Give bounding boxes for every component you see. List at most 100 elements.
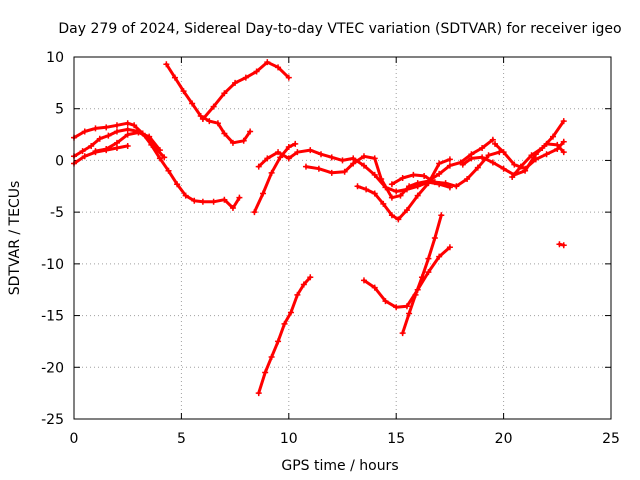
data-point	[285, 155, 292, 162]
data-point	[436, 160, 443, 167]
data-point	[500, 149, 507, 156]
data-point	[436, 253, 443, 260]
data-point	[485, 152, 492, 159]
series-line	[257, 275, 312, 395]
data-point	[275, 149, 282, 156]
data-point	[251, 209, 258, 216]
data-point	[532, 156, 539, 163]
data-point	[560, 242, 567, 249]
series-arc-10	[354, 156, 453, 223]
x-tick-label: 10	[280, 431, 298, 447]
series-line	[72, 121, 241, 210]
data-point	[403, 303, 410, 310]
data-point	[163, 61, 170, 68]
series-arc-5	[163, 61, 254, 146]
data-point	[156, 147, 163, 154]
data-point	[277, 154, 284, 161]
data-point	[255, 163, 262, 170]
data-point	[425, 180, 432, 187]
data-point	[268, 169, 275, 176]
data-point	[81, 153, 88, 160]
series-arc-1	[71, 120, 243, 212]
data-point	[229, 205, 236, 212]
chart-title: Day 279 of 2024, Sidereal Day-to-day VTE…	[58, 21, 621, 37]
data-point	[371, 155, 378, 162]
y-tick-label: 10	[46, 50, 64, 66]
data-point	[236, 194, 243, 201]
data-point	[275, 338, 282, 345]
data-point	[264, 155, 271, 162]
data-point	[264, 59, 271, 66]
data-point	[425, 269, 432, 276]
data-point	[382, 298, 389, 305]
data-point	[543, 151, 550, 158]
data-point	[414, 180, 421, 187]
data-point	[328, 154, 335, 161]
data-point	[438, 212, 445, 219]
data-point	[113, 128, 120, 135]
y-tick-label: -5	[50, 205, 64, 221]
data-point	[560, 149, 567, 156]
data-point	[307, 274, 314, 281]
data-point	[105, 132, 112, 139]
axis-ticks: 0 5 10 15 20 25 10 5 0 -5 -10 -15 -20 -25	[41, 50, 620, 447]
x-axis-label: GPS time / hours	[281, 458, 398, 474]
data-point	[221, 196, 228, 203]
data-point	[388, 181, 395, 188]
data-point	[421, 172, 428, 179]
data-point	[500, 165, 507, 172]
data-point	[292, 140, 299, 147]
series-arc-18	[556, 241, 567, 249]
data-point	[307, 147, 314, 154]
data-point	[511, 161, 518, 168]
data-point	[124, 120, 131, 127]
series-line	[201, 60, 291, 121]
data-point	[453, 183, 460, 190]
data-point	[300, 281, 307, 288]
series-arc-3	[71, 142, 131, 167]
data-point	[479, 145, 486, 152]
data-point	[287, 309, 294, 316]
data-point	[214, 120, 221, 127]
data-point	[294, 149, 301, 156]
data-point	[528, 152, 535, 159]
data-point	[165, 167, 172, 174]
data-point	[380, 200, 387, 207]
data-point	[363, 186, 370, 193]
data-point	[124, 126, 131, 133]
data-point	[135, 129, 142, 136]
series-line	[304, 138, 495, 200]
data-point	[240, 137, 247, 144]
data-point	[103, 124, 110, 131]
data-point	[489, 136, 496, 143]
data-point	[247, 128, 254, 135]
data-point	[302, 163, 309, 170]
data-point	[182, 192, 189, 199]
data-point	[339, 157, 346, 164]
data-point	[146, 133, 153, 140]
data-point	[341, 168, 348, 175]
data-point	[156, 155, 163, 162]
data-point	[556, 241, 563, 248]
data-point	[489, 159, 496, 166]
data-point	[410, 171, 417, 178]
data-point	[360, 277, 367, 284]
data-point	[318, 151, 325, 158]
data-point	[88, 142, 95, 149]
data-point	[275, 64, 282, 71]
data-point	[446, 162, 453, 169]
data-point	[350, 155, 357, 162]
data-point	[492, 140, 499, 147]
y-tick-label: 5	[55, 102, 64, 118]
data-point	[131, 122, 138, 129]
data-point	[412, 291, 419, 298]
data-point	[210, 198, 217, 205]
x-tick-label: 20	[495, 431, 513, 447]
series-line	[510, 119, 566, 179]
data-point	[262, 369, 269, 376]
data-point	[268, 353, 275, 360]
data-point	[229, 139, 236, 146]
data-point	[399, 330, 406, 337]
data-point	[522, 165, 529, 172]
data-point	[294, 291, 301, 298]
